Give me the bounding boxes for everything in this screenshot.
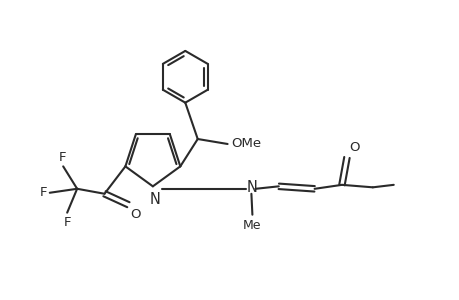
- Text: F: F: [39, 186, 47, 199]
- Text: O: O: [348, 142, 358, 154]
- Text: N: N: [149, 192, 160, 207]
- Text: O: O: [130, 208, 140, 221]
- Text: F: F: [58, 152, 66, 164]
- Text: N: N: [246, 180, 257, 195]
- Text: F: F: [63, 216, 71, 229]
- Text: OMe: OMe: [230, 137, 261, 151]
- Text: Me: Me: [243, 219, 261, 232]
